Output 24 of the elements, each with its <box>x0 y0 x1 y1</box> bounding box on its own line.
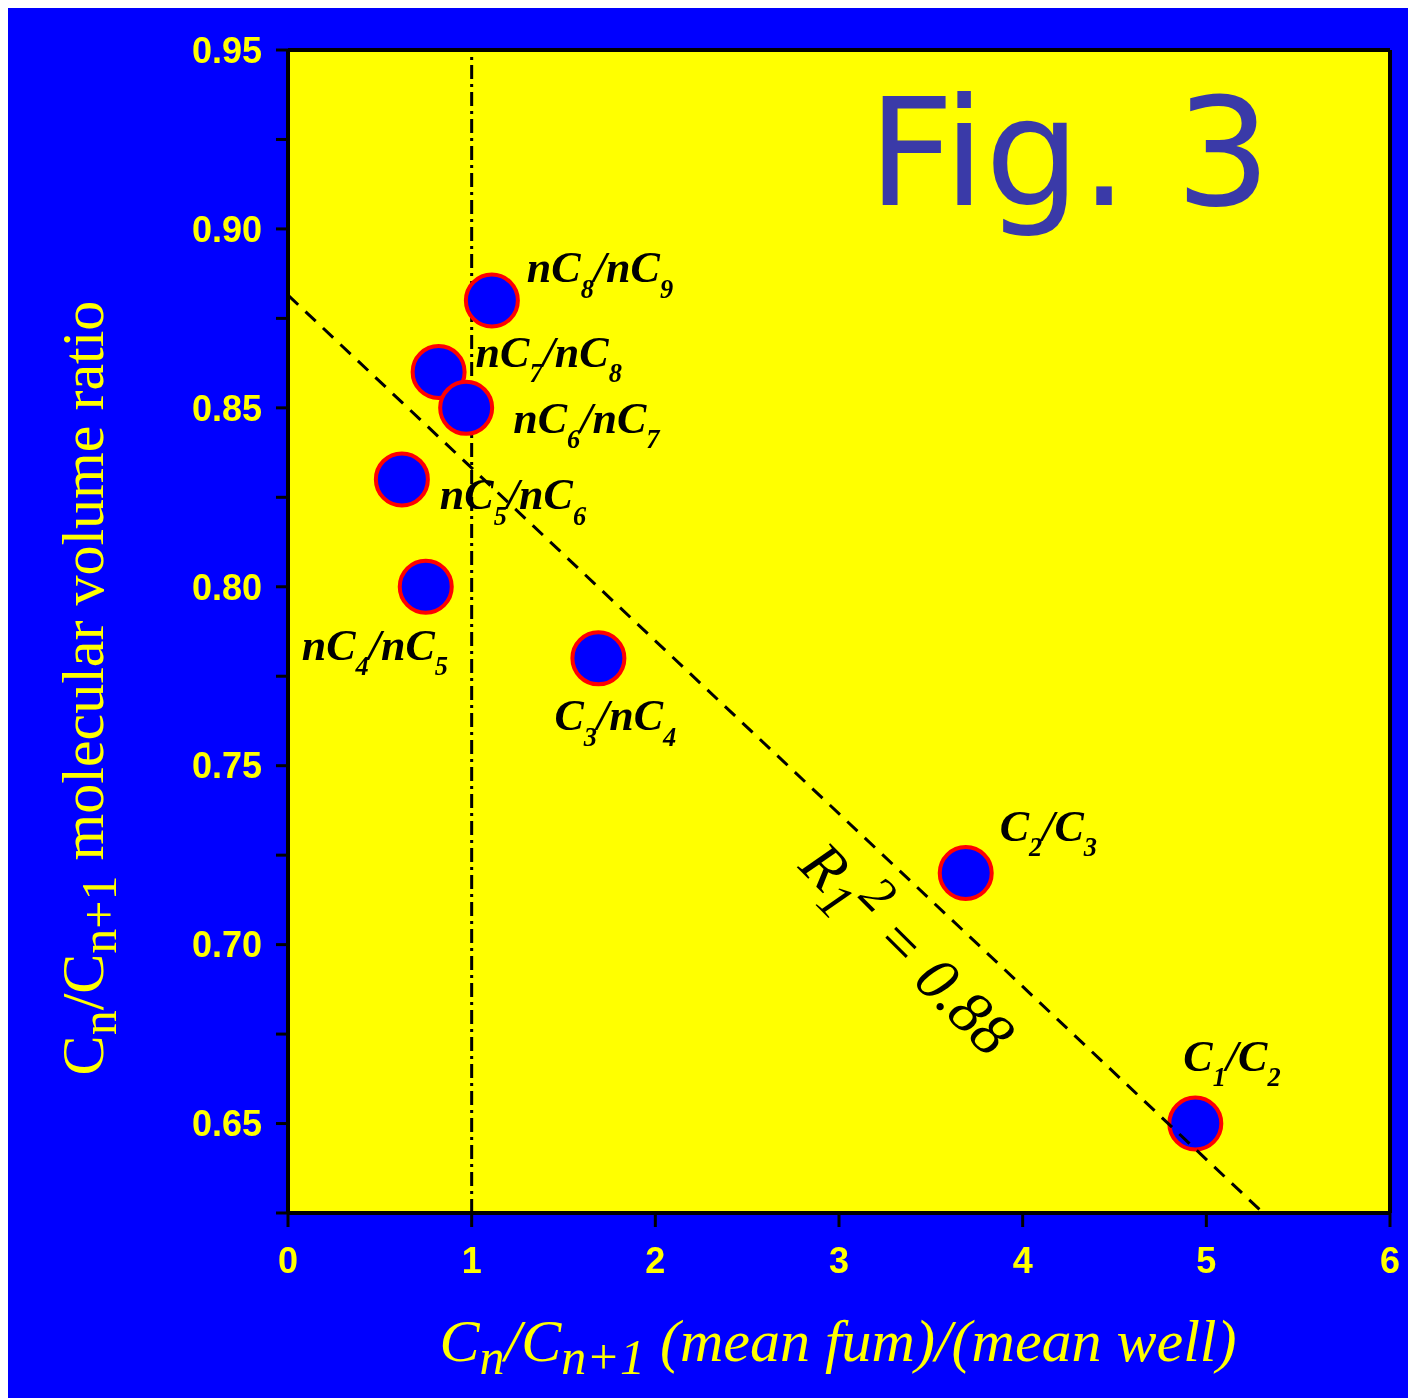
point <box>570 630 627 687</box>
x-axis-title: C$_{n}$/C$_{n+1}$ (mean fum)/(mean well) <box>438 1308 1238 1385</box>
x-tick-label: 6 <box>1379 1239 1401 1281</box>
x-tick-label: 3 <box>828 1239 850 1281</box>
x-tick-label: 0 <box>277 1239 299 1281</box>
point <box>397 558 454 615</box>
x-tick-label: 2 <box>645 1239 666 1281</box>
y-tick-label: 0.80 <box>191 566 262 608</box>
point <box>410 344 467 401</box>
point <box>373 451 430 508</box>
y-tick-label: 0.70 <box>191 924 262 966</box>
y-tick-label: 0.95 <box>191 29 262 71</box>
x-tick-label: 5 <box>1196 1239 1217 1281</box>
point <box>438 379 495 436</box>
point <box>1167 1095 1224 1152</box>
x-tick-label: 1 <box>461 1239 482 1281</box>
x-tick-label: 4 <box>1012 1239 1033 1281</box>
y-tick-label: 0.90 <box>191 208 262 250</box>
y-tick-label: 0.85 <box>191 387 262 429</box>
point <box>463 272 520 329</box>
point <box>937 845 994 902</box>
chart-title: Fig. 3 <box>868 66 1272 240</box>
y-tick-label: 0.75 <box>191 745 262 787</box>
y-tick-label: 0.65 <box>191 1103 262 1145</box>
